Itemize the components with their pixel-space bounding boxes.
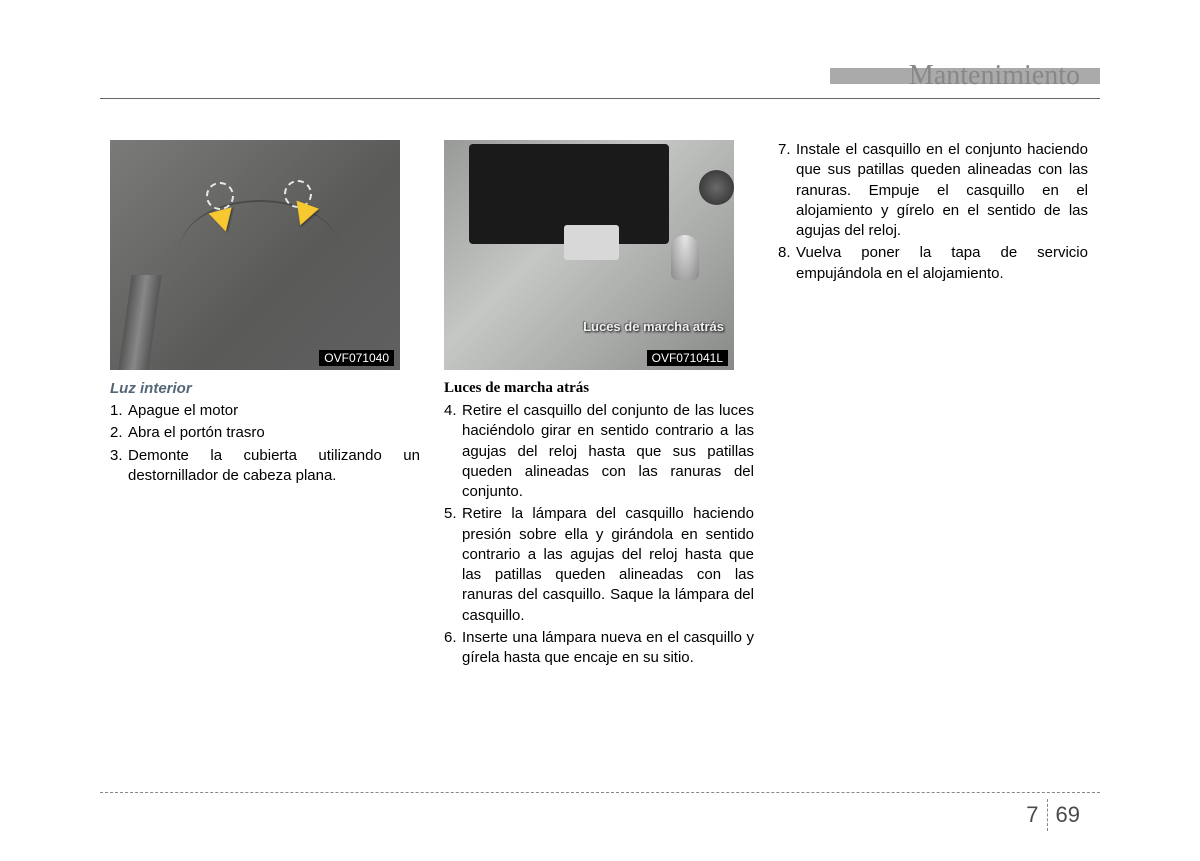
list-item: 8. Vuelva poner la tapa de servicio empu… bbox=[778, 243, 1088, 284]
list-item: 1. Apague el motor bbox=[110, 401, 420, 421]
header-title: Mantenimiento bbox=[909, 60, 1100, 92]
list-text: Instale el casquillo en el conjunto haci… bbox=[796, 140, 1088, 241]
list-item: 5. Retire la lámpara del casquillo hacie… bbox=[444, 504, 754, 626]
page-header: Mantenimiento bbox=[100, 60, 1100, 92]
list-text: Apague el motor bbox=[128, 401, 420, 421]
connector-shape bbox=[564, 225, 619, 260]
marker-circle-1 bbox=[206, 182, 234, 210]
list-number: 1. bbox=[110, 401, 128, 421]
list-number: 4. bbox=[444, 401, 462, 502]
list-item: 7. Instale el casquillo en el conjunto h… bbox=[778, 140, 1088, 241]
list-text: Retire la lámpara del casquillo haciendo… bbox=[462, 504, 754, 626]
list-number: 7. bbox=[778, 140, 796, 241]
list-item: 3. Demonte la cubierta utilizando un des… bbox=[110, 446, 420, 487]
figure-reverse-lights: Luces de marcha atrás OVF071041L bbox=[444, 140, 734, 370]
figure-interior-light: OVF071040 bbox=[110, 140, 400, 370]
column-1: OVF071040 Luz interior 1. Apague el moto… bbox=[110, 140, 420, 670]
list-text: Abra el portón trasro bbox=[128, 423, 420, 443]
page-footer: 7 69 bbox=[1026, 799, 1080, 831]
header-rule bbox=[100, 98, 1100, 99]
figure-code-1: OVF071040 bbox=[319, 350, 394, 366]
figure-overlay-label: Luces de marcha atrás bbox=[583, 319, 724, 334]
list-number: 3. bbox=[110, 446, 128, 487]
list-text: Vuelva poner la tapa de servicio empuján… bbox=[796, 243, 1088, 284]
list-text: Retire el casquillo del conjunto de las … bbox=[462, 401, 754, 502]
list-text: Inserte una lámpara nueva en el casquill… bbox=[462, 628, 754, 669]
bulb-shape bbox=[671, 235, 699, 280]
footer-rule bbox=[100, 792, 1100, 793]
footer-chapter: 7 bbox=[1026, 802, 1038, 828]
footer-page: 69 bbox=[1056, 802, 1080, 828]
section-title-luces-marcha: Luces de marcha atrás bbox=[444, 380, 754, 397]
footer-divider bbox=[1047, 799, 1048, 831]
socket-shape bbox=[699, 170, 734, 205]
list-number: 2. bbox=[110, 423, 128, 443]
list-number: 8. bbox=[778, 243, 796, 284]
list-text: Demonte la cubierta utilizando un destor… bbox=[128, 446, 420, 487]
content-area: OVF071040 Luz interior 1. Apague el moto… bbox=[110, 140, 1100, 670]
list-item: 6. Inserte una lámpara nueva en el casqu… bbox=[444, 628, 754, 669]
figure-code-2: OVF071041L bbox=[647, 350, 728, 366]
list-item: 2. Abra el portón trasro bbox=[110, 423, 420, 443]
pillar-shape bbox=[118, 275, 161, 370]
list-number: 6. bbox=[444, 628, 462, 669]
list-item: 4. Retire el casquillo del conjunto de l… bbox=[444, 401, 754, 502]
column-3: 7. Instale el casquillo en el conjunto h… bbox=[778, 140, 1088, 670]
column-2: Luces de marcha atrás OVF071041L Luces d… bbox=[444, 140, 754, 670]
section-title-luz-interior: Luz interior bbox=[110, 380, 420, 397]
list-number: 5. bbox=[444, 504, 462, 626]
